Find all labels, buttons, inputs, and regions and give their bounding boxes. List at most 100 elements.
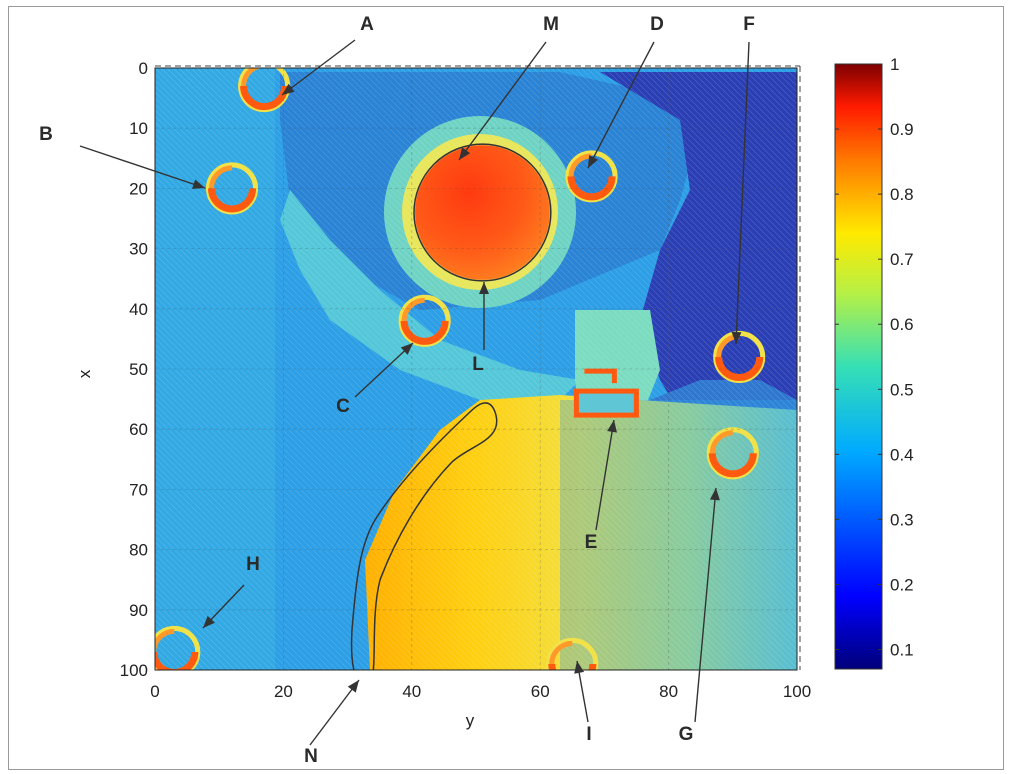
texture-line [280, 68, 797, 585]
texture-line [664, 68, 797, 201]
feature-h-arc [155, 628, 175, 653]
annotation-arrowhead-e [607, 420, 617, 433]
texture-line [155, 439, 386, 670]
feature-e-top [584, 368, 617, 384]
texture-line [155, 643, 182, 670]
texture-line [544, 68, 797, 321]
texture-line [226, 68, 797, 639]
outline-l-circle [413, 143, 552, 282]
texture-line [155, 343, 482, 670]
texture-line [155, 229, 596, 670]
texture-line [442, 68, 797, 423]
texture-line [550, 68, 797, 315]
texture-line [155, 175, 650, 670]
texture-line [155, 505, 320, 670]
annotation-arrow-c [354, 342, 414, 398]
texture-line [155, 127, 698, 670]
texture-line [155, 487, 338, 670]
feature-f-ring [715, 356, 764, 381]
feature-c-arc [401, 297, 425, 322]
texture-line [538, 68, 797, 327]
texture-line [155, 193, 632, 670]
texture-line [202, 68, 797, 663]
texture-line [556, 68, 797, 309]
texture-line [670, 68, 797, 195]
texture-line [220, 68, 797, 645]
figure-frame [8, 6, 1004, 770]
annotation-arrowhead-g [709, 488, 720, 501]
texture-line [478, 68, 797, 387]
texture-line [676, 68, 797, 189]
annotation-arrow-f [735, 41, 750, 345]
texture-line [155, 313, 512, 670]
texture-line [155, 415, 410, 670]
texture-line [682, 68, 797, 183]
y-axis-ticks: 0 10 20 30 40 50 60 70 80 90 100 [120, 59, 148, 680]
texture-line [178, 68, 782, 670]
texture-line [760, 68, 797, 105]
annotation-label-n: N [304, 746, 318, 767]
texture-line [155, 385, 440, 670]
texture-line [155, 223, 602, 670]
texture-line [658, 68, 797, 207]
texture-line [155, 475, 350, 670]
x-tick-label: 20 [274, 682, 293, 701]
feature-b-ring [207, 188, 257, 213]
texture-line [155, 511, 314, 670]
annotation-arrowhead-b [192, 179, 205, 189]
texture-line [155, 199, 626, 670]
texture-line [694, 68, 797, 171]
texture-line [688, 68, 797, 177]
texture-line [532, 68, 797, 333]
texture-line [155, 427, 398, 670]
annotation-arrow-e [595, 419, 615, 531]
x-axis-ticks: 0 20 40 60 80 100 [150, 682, 811, 701]
feature-d-ring [567, 176, 616, 201]
texture-line [160, 68, 764, 670]
feature-g-arc [709, 430, 733, 454]
y-tick-label: 70 [129, 480, 148, 499]
texture-line [155, 337, 488, 670]
texture-line [155, 367, 458, 670]
texture-line [484, 68, 797, 381]
colorbar-tick-label: 0.4 [890, 445, 914, 464]
texture-line [155, 68, 758, 670]
texture-line [155, 529, 296, 670]
texture-line [155, 391, 434, 670]
annotation-arrowhead-f [731, 331, 742, 344]
texture-line [262, 68, 797, 603]
texture-line [155, 121, 704, 670]
texture-line [155, 73, 752, 670]
texture-line [155, 331, 494, 670]
texture-line [508, 68, 797, 357]
texture-line [155, 379, 446, 670]
texture-line [155, 205, 620, 670]
annotation-arrowhead-m [459, 147, 471, 160]
texture-line [155, 301, 524, 670]
y-tick-label: 100 [120, 661, 148, 680]
texture-line [155, 151, 674, 670]
texture-line [436, 68, 797, 429]
texture-line [316, 68, 797, 549]
texture-line [155, 235, 590, 670]
texture-line [155, 139, 686, 670]
feature-b-arc [208, 165, 233, 189]
colorbar-tick-label: 1 [890, 55, 899, 74]
texture-line [155, 169, 656, 670]
annotation-arrowhead-h [203, 615, 215, 628]
texture-line [568, 68, 797, 297]
texture-line [155, 481, 344, 670]
texture-line [766, 68, 797, 99]
texture-line [268, 68, 797, 597]
colorbar-tick-label: 0.6 [890, 315, 914, 334]
texture-line [155, 247, 578, 670]
texture-line [155, 157, 668, 670]
texture-line [616, 68, 797, 249]
plot-border [154, 67, 798, 671]
annotation-layer: A B C D E F G H I L M N [39, 14, 755, 767]
texture-line [155, 535, 290, 670]
annotation-label-l: L [472, 354, 484, 375]
outline-n-region [350, 402, 498, 670]
texture-line [646, 68, 797, 219]
y-tick-label: 50 [129, 360, 148, 379]
